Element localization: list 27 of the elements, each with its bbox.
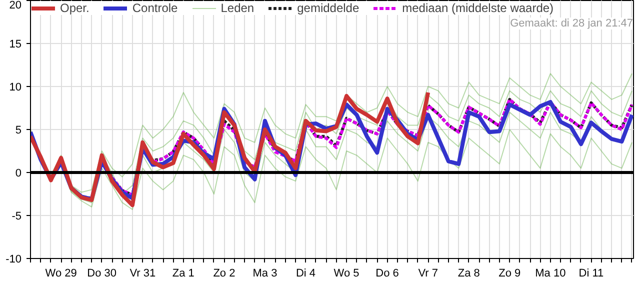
y-tick-label: 5 bbox=[15, 124, 22, 136]
x-tick-label: Vr 31 bbox=[130, 268, 156, 280]
x-tick-label: Do 30 bbox=[87, 268, 117, 280]
x-tick-label: Ma 3 bbox=[252, 268, 278, 280]
y-tick-label: 0 bbox=[15, 168, 22, 180]
legend-label: mediaan (middelste waarde) bbox=[402, 1, 554, 15]
x-tick-label: Zo 2 bbox=[213, 268, 236, 280]
x-tick-label: Di 4 bbox=[296, 268, 316, 280]
x-tick-label: Do 6 bbox=[376, 268, 399, 280]
x-tick-label: Di 11 bbox=[578, 268, 604, 280]
x-tick-label: Za 1 bbox=[172, 268, 194, 280]
x-tick-label: Wo 5 bbox=[334, 268, 360, 280]
x-tick-label: Zo 9 bbox=[498, 268, 521, 280]
legend-label: Controle bbox=[132, 1, 178, 15]
x-tick-label: Za 8 bbox=[458, 268, 480, 280]
x-tick-label: Wo 29 bbox=[45, 268, 77, 280]
legend-label: Leden bbox=[220, 1, 254, 15]
x-tick-label: Vr 7 bbox=[418, 268, 438, 280]
y-tick-label: 10 bbox=[9, 82, 22, 94]
y-tick-label: 15 bbox=[9, 38, 22, 50]
y-tick-label: -5 bbox=[12, 210, 22, 222]
annotation: Gemaakt: di 28 jan 21:47 bbox=[510, 18, 633, 30]
legend-label: gemiddelde bbox=[297, 1, 360, 15]
y-tick-label: -10 bbox=[6, 254, 22, 266]
x-tick-label: Ma 10 bbox=[535, 268, 566, 280]
y-tick-label: 20 bbox=[9, 0, 22, 12]
legend-label: Oper. bbox=[60, 1, 90, 15]
